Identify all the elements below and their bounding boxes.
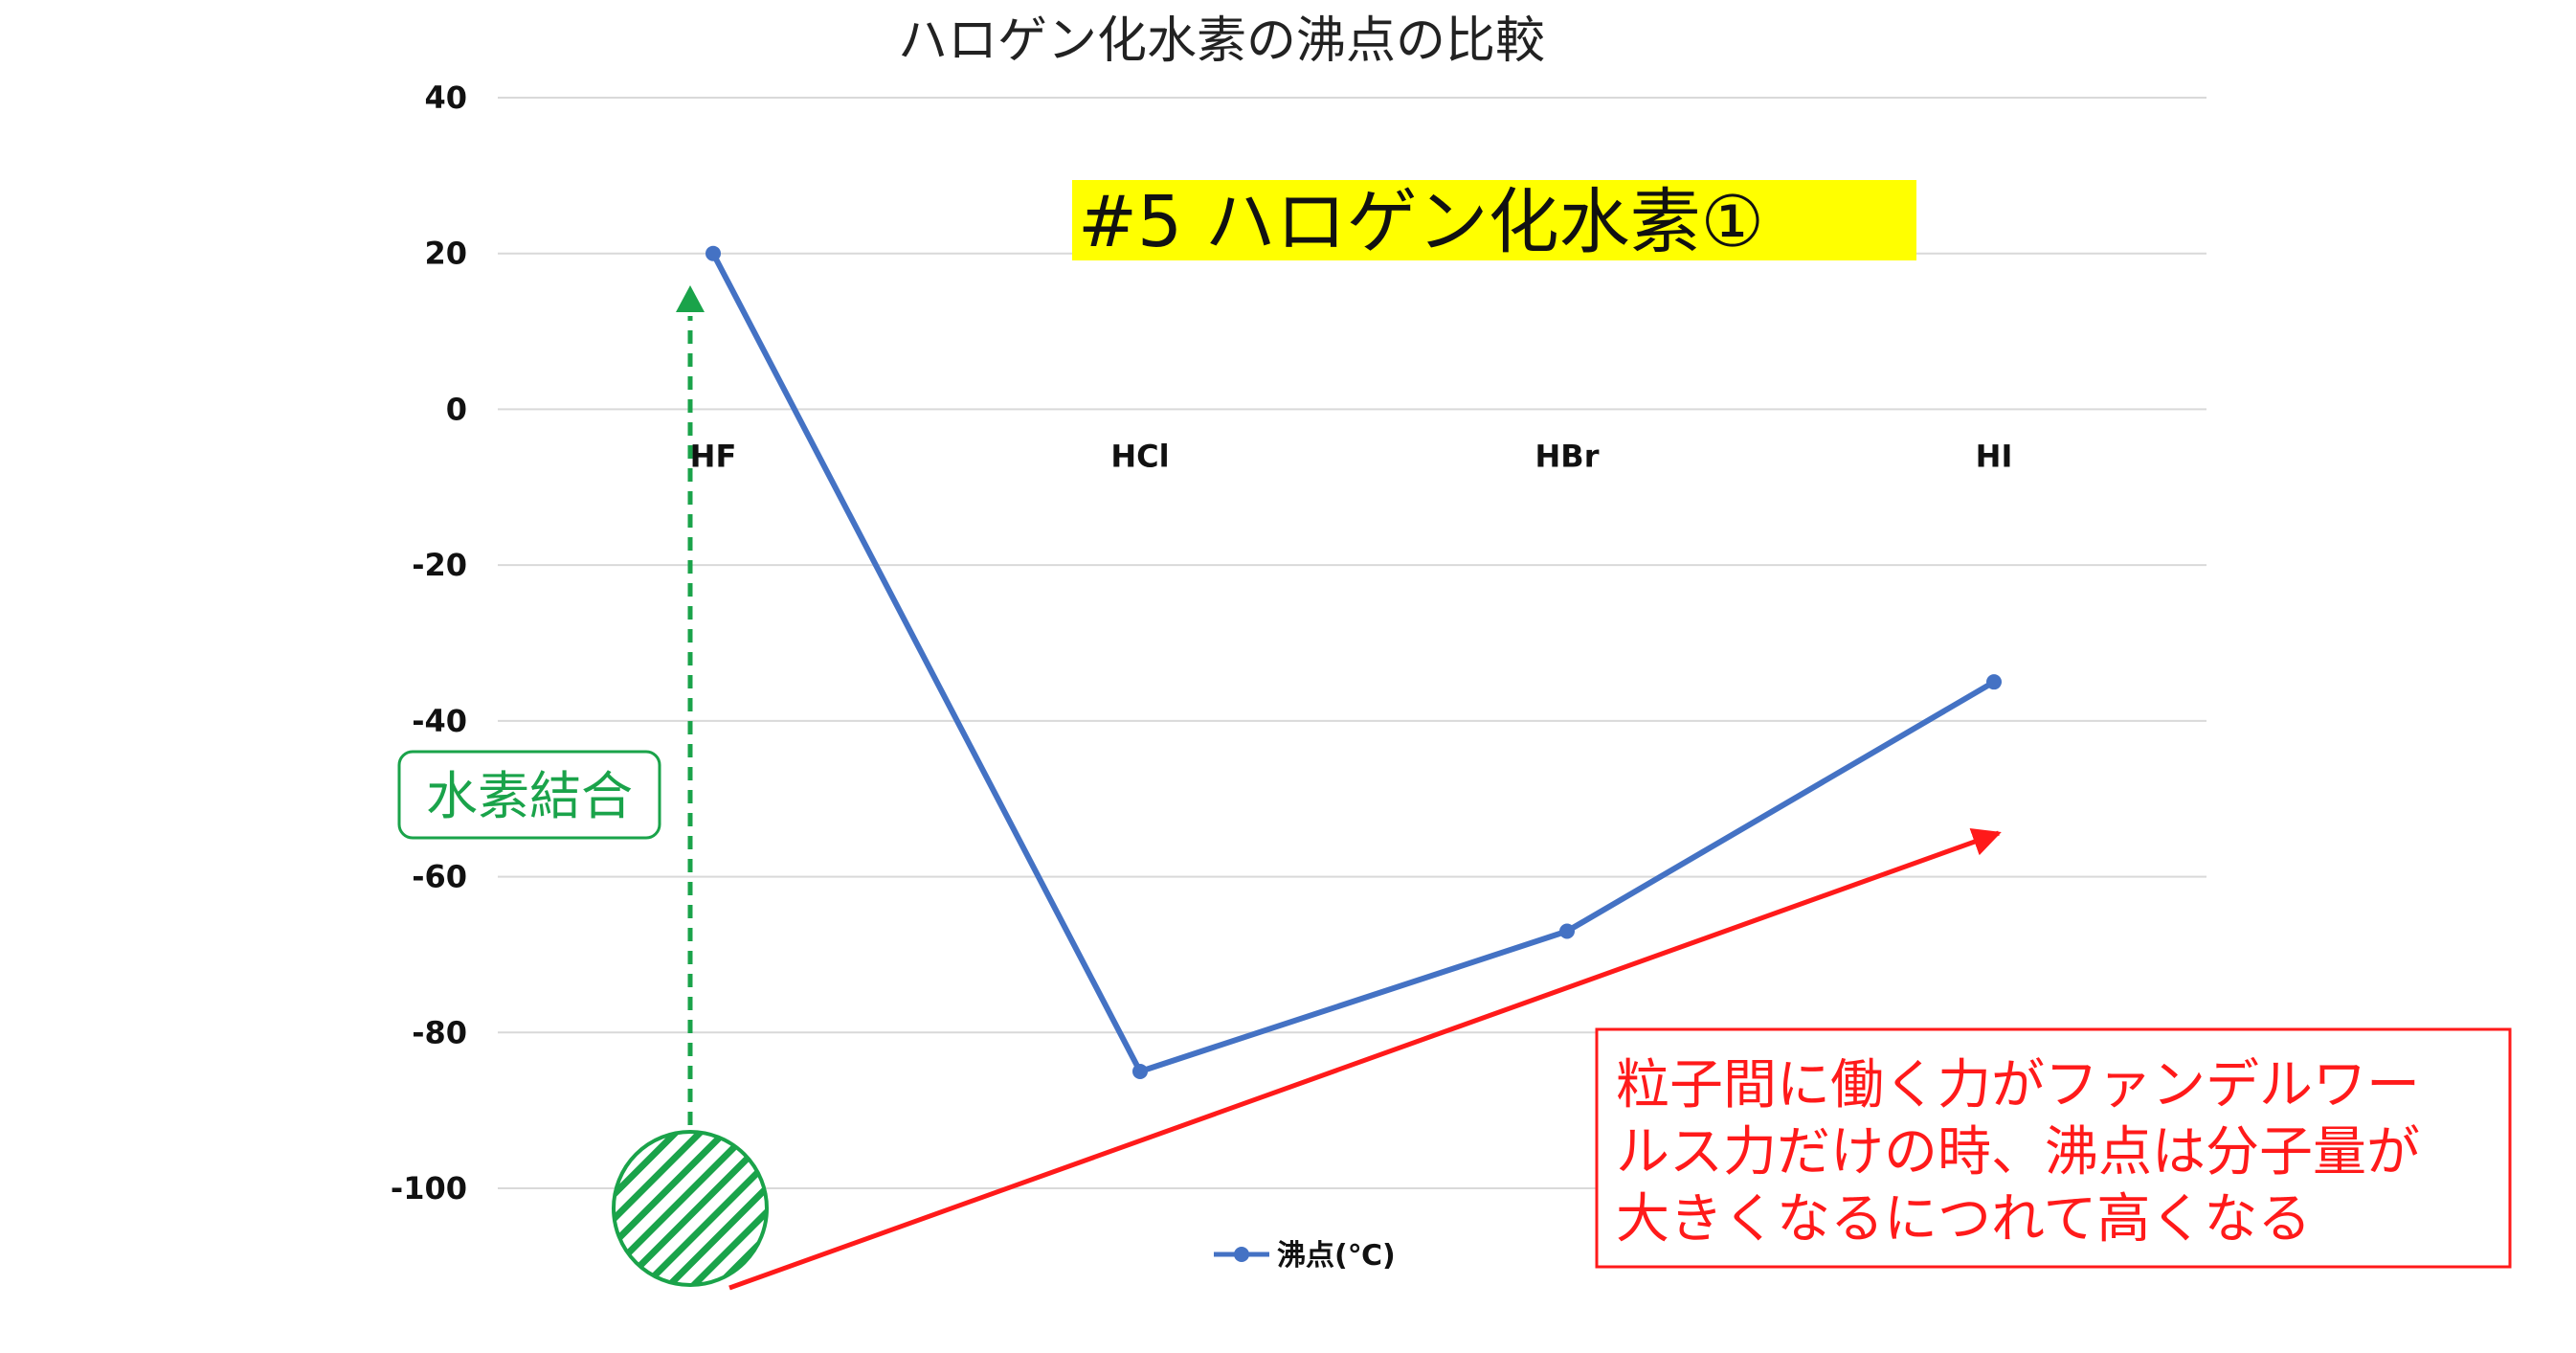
y-tick-label: 40	[424, 79, 467, 116]
y-axis-ticks: 40 20 0 -20 -40 -60 -80 -100	[391, 79, 467, 1206]
hydrogen-bond-label: 水素結合	[426, 766, 633, 826]
data-point	[1132, 1063, 1148, 1079]
hydrogen-bond-annotation: 水素結合	[397, 285, 769, 1287]
data-point	[1986, 674, 2002, 690]
chart-title: ハロゲン化水素の沸点の比較	[898, 12, 1545, 70]
data-point	[1559, 923, 1575, 939]
x-category-label: HF	[690, 438, 737, 474]
legend-label: 沸点(℃)	[1277, 1239, 1396, 1273]
y-tick-label: -80	[412, 1014, 467, 1050]
y-tick-label: -60	[412, 859, 467, 895]
note-box	[1595, 1027, 2512, 1269]
y-tick-label: 20	[424, 236, 467, 272]
y-tick-label: -40	[412, 703, 467, 739]
legend: 沸点(℃)	[1214, 1239, 1396, 1273]
y-tick-label: 0	[446, 391, 467, 427]
hydrogen-bond-arrowhead	[676, 285, 705, 312]
x-axis-categories: HF HCl HBr HI	[690, 438, 2013, 474]
molecular-weight-trend-arrow	[728, 827, 2002, 1291]
note-line-1: 粒子間に働く力がファンデルワー	[1616, 1054, 2420, 1116]
note-annotation: 粒子間に働く力がファンデルワー ルス力だけの時、沸点は分子量が 大きくなるにつれ…	[1595, 1027, 2512, 1269]
title-banner: #5 ハロゲン化水素①	[1072, 180, 1916, 263]
legend-marker-icon	[1234, 1247, 1249, 1262]
note-line-3: 大きくなるにつれて高くなる	[1616, 1188, 2311, 1251]
gridlines	[498, 97, 2206, 1189]
x-category-label: HCl	[1110, 438, 1169, 474]
data-point	[706, 245, 721, 261]
hatched-circle-icon	[612, 1130, 769, 1287]
x-category-label: HI	[1976, 438, 2013, 474]
note-line-2: ルス力だけの時、沸点は分子量が	[1616, 1121, 2420, 1184]
y-tick-label: -20	[412, 547, 467, 583]
boiling-point-series	[706, 245, 2002, 1079]
banner-highlight	[1072, 180, 1916, 260]
hydrogen-bond-box	[397, 750, 661, 840]
y-tick-label: -100	[391, 1170, 467, 1206]
series-line	[710, 252, 1996, 1074]
banner-text: #5 ハロゲン化水素①	[1078, 181, 1764, 263]
x-category-label: HBr	[1535, 438, 1600, 474]
